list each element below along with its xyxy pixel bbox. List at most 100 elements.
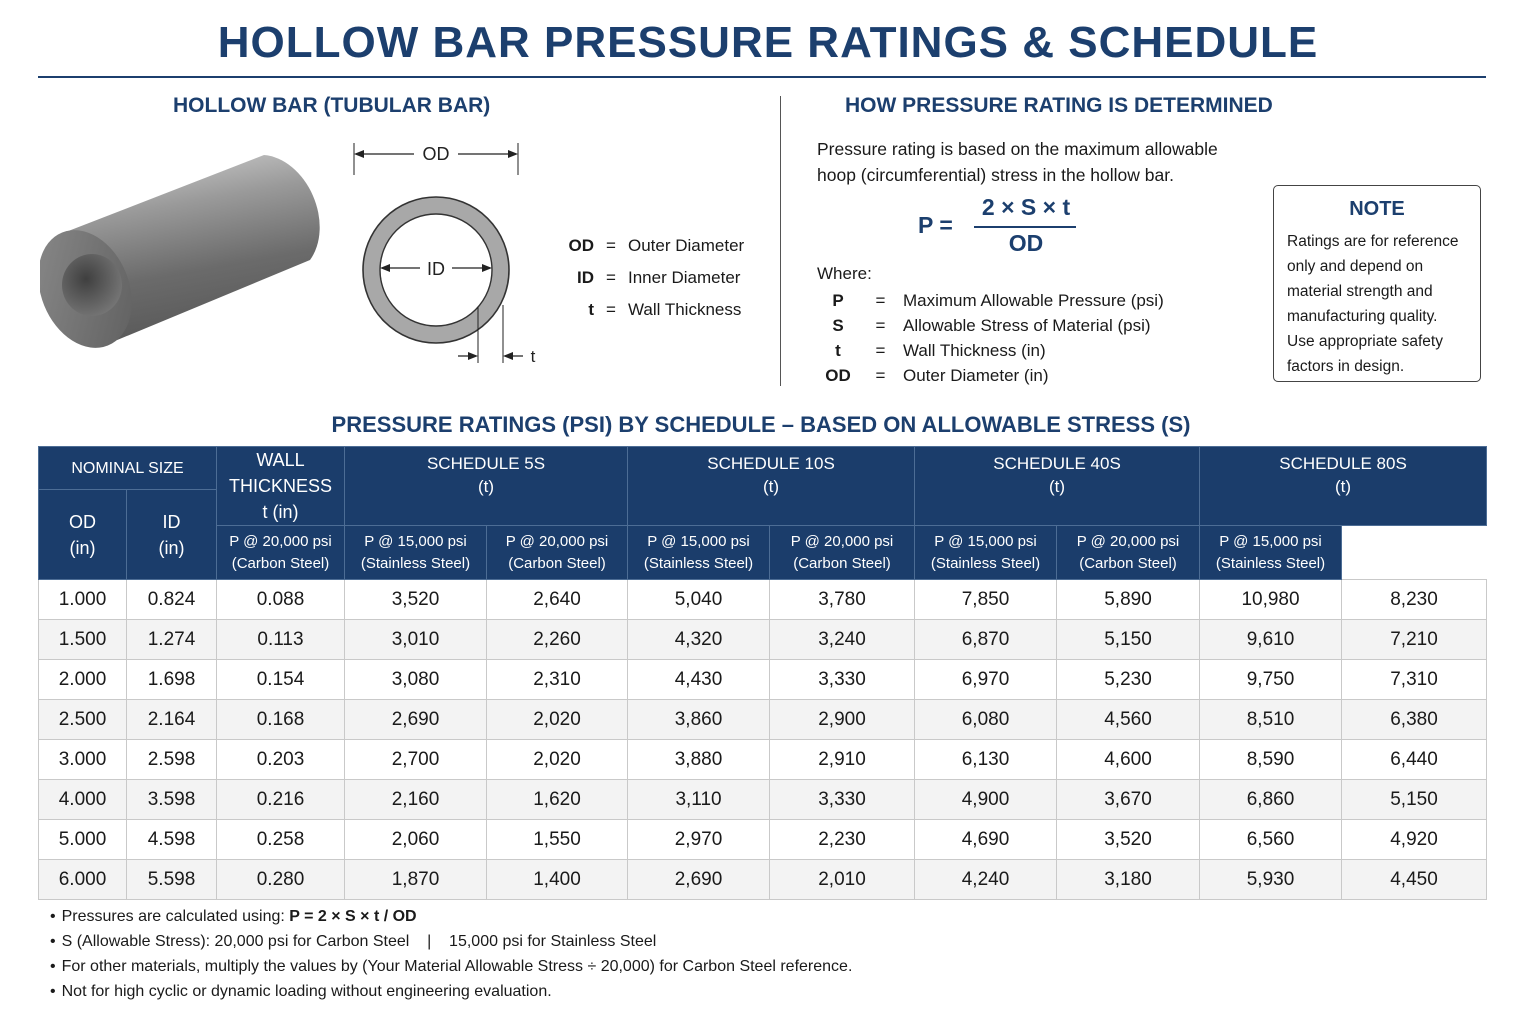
legend-t: t = Wall Thickness	[540, 300, 741, 320]
header-line: (Carbon Steel)	[793, 554, 891, 572]
id-cell: 2.164	[126, 699, 217, 740]
schedule-sub: (t)	[762, 477, 780, 496]
pressure-cell: 2,640	[485, 579, 629, 620]
cross-section-diagram: OD ID t	[353, 143, 536, 366]
variable-symbol: OD	[825, 366, 851, 385]
header-line: (in)	[158, 537, 185, 558]
formula-denominator: OD	[1008, 230, 1044, 256]
formula-fraction-bar	[974, 226, 1076, 228]
pressure-cell: 3,860	[627, 699, 771, 740]
wall-thickness-cell: 0.113	[216, 619, 345, 660]
pressure-col-header: P @ 15,000 psi (Stainless Steel)	[1199, 525, 1343, 580]
schedule-5s-header: SCHEDULE 5S (t)	[343, 446, 629, 526]
pressure-cell: 1,620	[485, 779, 629, 820]
pressure-cell: 5,040	[627, 579, 771, 620]
variable-p: P = Maximum Allowable Pressure (psi)	[818, 291, 1163, 311]
table-body: 1.000 0.824 0.088 3,520 2,640 5,040 3,780 7,850…	[38, 579, 1488, 900]
where-label: Where:	[817, 264, 872, 283]
note-line: manufacturing quality.	[1287, 308, 1438, 325]
pressure-cell: 2,230	[769, 819, 916, 860]
variable-text: Wall Thickness (in)	[903, 341, 1046, 360]
pressure-cell: 5,150	[1056, 619, 1201, 660]
pressure-cell: 4,900	[914, 779, 1058, 820]
note-line: material strength and	[1287, 283, 1433, 300]
header-line: P @ 20,000 psi	[1076, 532, 1180, 550]
pressure-cell: 2,700	[344, 739, 487, 780]
wall-thickness-cell: 0.258	[216, 819, 345, 860]
pressure-cell: 3,180	[1056, 859, 1201, 900]
id-header: ID (in)	[126, 489, 217, 580]
legend-text: Wall Thickness	[628, 300, 742, 319]
page-title: HOLLOW BAR PRESSURE RATINGS & SCHEDULE	[217, 18, 1319, 67]
schedule-name: SCHEDULE 40S	[993, 454, 1121, 473]
table-row: 1.000 0.824 0.088 3,520 2,640 5,040 3,780 7,850…	[38, 579, 1488, 620]
table-row: 1.500 1.274 0.113 3,010 2,260 4,320 3,240 6,870…	[38, 619, 1488, 660]
pressure-cell: 4,450	[1341, 859, 1488, 900]
pressure-cell: 1,400	[485, 859, 629, 900]
pressure-cell: 6,080	[914, 699, 1058, 740]
pressure-cell: 3,780	[769, 579, 916, 620]
pressure-cell: 2,010	[769, 859, 916, 900]
pressure-cell: 2,260	[485, 619, 629, 660]
pressure-cell: 6,970	[914, 659, 1058, 700]
header-line: ID	[162, 511, 181, 532]
pressure-cell: 2,310	[485, 659, 629, 700]
variable-text: Allowable Stress of Material (psi)	[903, 316, 1151, 335]
footnote-text: S (Allowable Stress): 20,000 psi for Car…	[61, 933, 657, 950]
pressure-col-header: P @ 20,000 psi (Carbon Steel)	[769, 525, 916, 580]
footnote-formula: P = 2 × S × t / OD	[289, 908, 417, 925]
id-cell: 1.274	[126, 619, 217, 660]
legend-text: Outer Diameter	[628, 236, 745, 255]
pressure-cell: 5,930	[1199, 859, 1343, 900]
pressure-cell: 5,150	[1341, 779, 1488, 820]
schedule-80s-header: SCHEDULE 80S (t)	[1199, 446, 1488, 526]
hollow-bar-illustration	[40, 155, 320, 348]
pressure-cell: 8,230	[1341, 579, 1488, 620]
pressure-cell: 2,690	[627, 859, 771, 900]
pressure-cell: 4,600	[1056, 739, 1201, 780]
pressure-cell: 2,060	[344, 819, 487, 860]
header-line: (Stainless Steel)	[1215, 554, 1326, 572]
pressure-cell: 8,510	[1199, 699, 1343, 740]
pressure-cell: 9,750	[1199, 659, 1343, 700]
variable-od: OD = Outer Diameter (in)	[818, 366, 1048, 386]
schedule-name: SCHEDULE 80S	[1279, 454, 1407, 473]
footnote-item: Not for high cyclic or dynamic loading w…	[50, 979, 852, 1004]
id-cell: 0.824	[126, 579, 217, 620]
footnotes-list: Pressures are calculated using: P = 2 × …	[50, 904, 853, 1004]
pressure-cell: 4,560	[1056, 699, 1201, 740]
table-row: 2.500 2.164 0.168 2,690 2,020 3,860 2,900 6,080…	[38, 699, 1488, 740]
id-cell: 4.598	[126, 819, 217, 860]
schedule-name: SCHEDULE 10S	[707, 454, 835, 473]
nominal-size-header: NOMINAL SIZE	[38, 446, 217, 490]
header-line: (Carbon Steel)	[508, 554, 606, 572]
legend-abbr: ID	[577, 268, 594, 287]
od-cell: 3.000	[38, 739, 127, 780]
pressure-cell: 5,890	[1056, 579, 1201, 620]
variable-s: S = Allowable Stress of Material (psi)	[818, 316, 1151, 336]
legend-text: Inner Diameter	[628, 268, 741, 287]
table-title: PRESSURE RATINGS (PSI) BY SCHEDULE – BAS…	[331, 412, 1191, 437]
schedule-sub: (t)	[477, 477, 495, 496]
pressure-cell: 3,520	[344, 579, 487, 620]
pressure-cell: 4,690	[914, 819, 1058, 860]
legend-od: OD = Outer Diameter	[540, 236, 745, 256]
intro-line: hoop (circumferential) stress in the hol…	[817, 165, 1174, 185]
pressure-cell: 8,590	[1199, 739, 1343, 780]
wall-thickness-header: WALL THICKNESS t (in)	[216, 446, 345, 526]
footnote-item: S (Allowable Stress): 20,000 psi for Car…	[50, 929, 852, 954]
pressure-cell: 4,320	[627, 619, 771, 660]
pressure-cell: 2,160	[344, 779, 487, 820]
od-label: OD	[423, 144, 450, 164]
id-cell: 3.598	[126, 779, 217, 820]
hollow-bar-heading: HOLLOW BAR (TUBULAR BAR)	[173, 94, 491, 117]
header-line: P @ 15,000 psi	[1219, 532, 1322, 550]
od-header: OD (in)	[38, 489, 127, 580]
od-cell: 1.000	[38, 579, 127, 620]
pressure-cell: 3,330	[769, 659, 916, 700]
pressure-rating-heading: HOW PRESSURE RATING IS DETERMINED	[845, 94, 1273, 117]
pressure-cell: 1,550	[485, 819, 629, 860]
pressure-cell: 4,430	[627, 659, 771, 700]
legend-abbr: OD	[568, 236, 595, 255]
header-line: (Stainless Steel)	[930, 554, 1041, 572]
